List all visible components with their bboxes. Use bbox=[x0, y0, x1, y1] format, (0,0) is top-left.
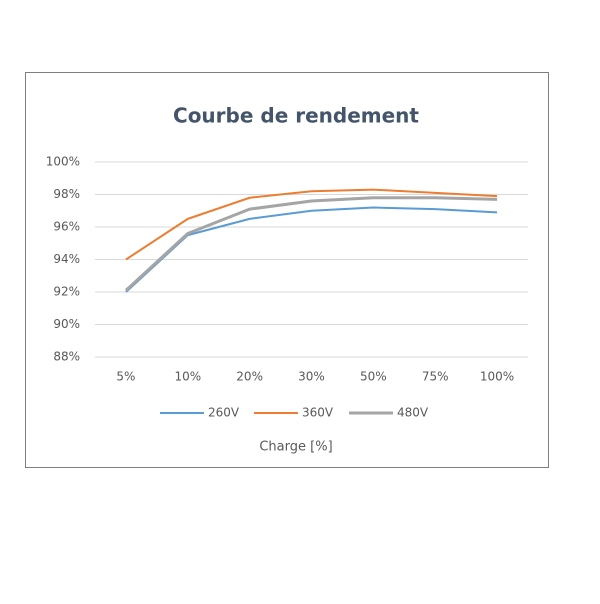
x-tick-label: 100% bbox=[480, 370, 514, 384]
y-tick-label: 92% bbox=[53, 285, 80, 299]
y-tick-label: 98% bbox=[53, 187, 80, 201]
x-tick-label: 50% bbox=[360, 370, 387, 384]
legend-label: 260V bbox=[208, 406, 240, 420]
x-tick-label: 10% bbox=[174, 370, 201, 384]
y-tick-label: 88% bbox=[53, 350, 80, 364]
series-line bbox=[125, 188, 498, 261]
series-line bbox=[124, 196, 498, 292]
x-tick-label: 75% bbox=[422, 370, 449, 384]
x-axis-label: Charge [%] bbox=[259, 440, 332, 455]
x-tick-label: 5% bbox=[116, 370, 135, 384]
x-tick-label: 30% bbox=[298, 370, 325, 384]
y-tick-label: 96% bbox=[53, 220, 80, 234]
x-tick-label: 20% bbox=[236, 370, 263, 384]
chart-frame bbox=[25, 72, 549, 468]
y-tick-label: 100% bbox=[46, 155, 80, 169]
legend-label: 360V bbox=[302, 406, 334, 420]
y-tick-label: 90% bbox=[53, 317, 80, 331]
legend-label: 480V bbox=[397, 406, 429, 420]
chart-title: Courbe de rendement bbox=[173, 104, 419, 128]
y-tick-label: 94% bbox=[53, 252, 80, 266]
